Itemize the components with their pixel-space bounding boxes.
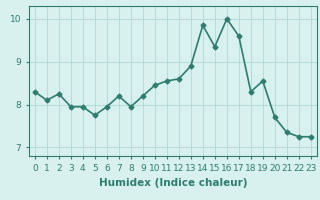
X-axis label: Humidex (Indice chaleur): Humidex (Indice chaleur)	[99, 178, 247, 188]
